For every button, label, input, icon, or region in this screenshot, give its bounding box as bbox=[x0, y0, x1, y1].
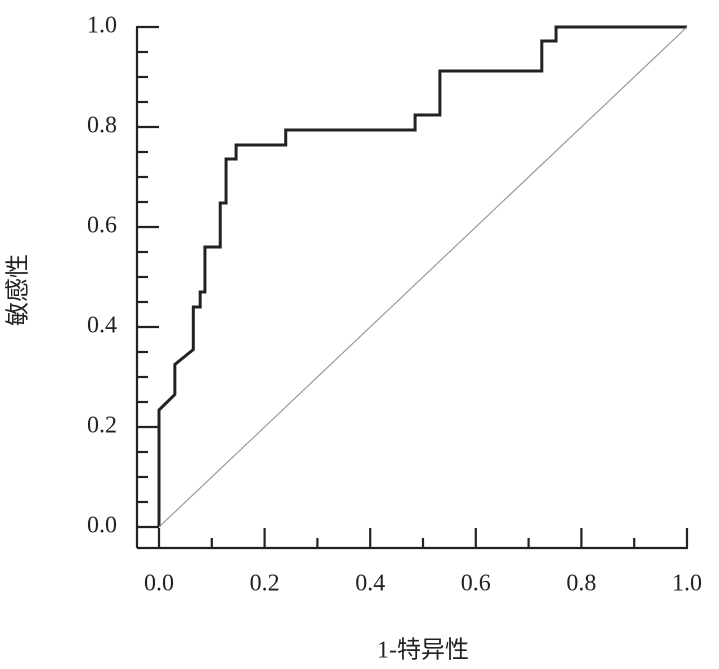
y-tick-label: 0.4 bbox=[87, 313, 117, 339]
y-tick-label: 1.0 bbox=[87, 13, 117, 39]
x-tick-label: 0.8 bbox=[566, 571, 596, 597]
x-axis-title: 1-特异性 bbox=[377, 637, 469, 664]
y-axis-title: 敏感性 bbox=[5, 254, 32, 326]
x-tick-label: 0.6 bbox=[461, 571, 491, 597]
y-tick-label: 0.0 bbox=[87, 513, 117, 539]
x-tick-label: 0.4 bbox=[355, 571, 385, 597]
y-tick-label: 0.2 bbox=[87, 413, 117, 439]
roc-line bbox=[158, 26, 688, 528]
x-tick-label: 0.0 bbox=[144, 571, 174, 597]
y-tick-label: 0.6 bbox=[87, 213, 117, 239]
roc-line bbox=[157, 25, 687, 527]
y-tick-label: 0.8 bbox=[87, 113, 117, 139]
x-tick-label: 1.0 bbox=[672, 571, 702, 597]
x-tick-label: 0.2 bbox=[250, 571, 280, 597]
